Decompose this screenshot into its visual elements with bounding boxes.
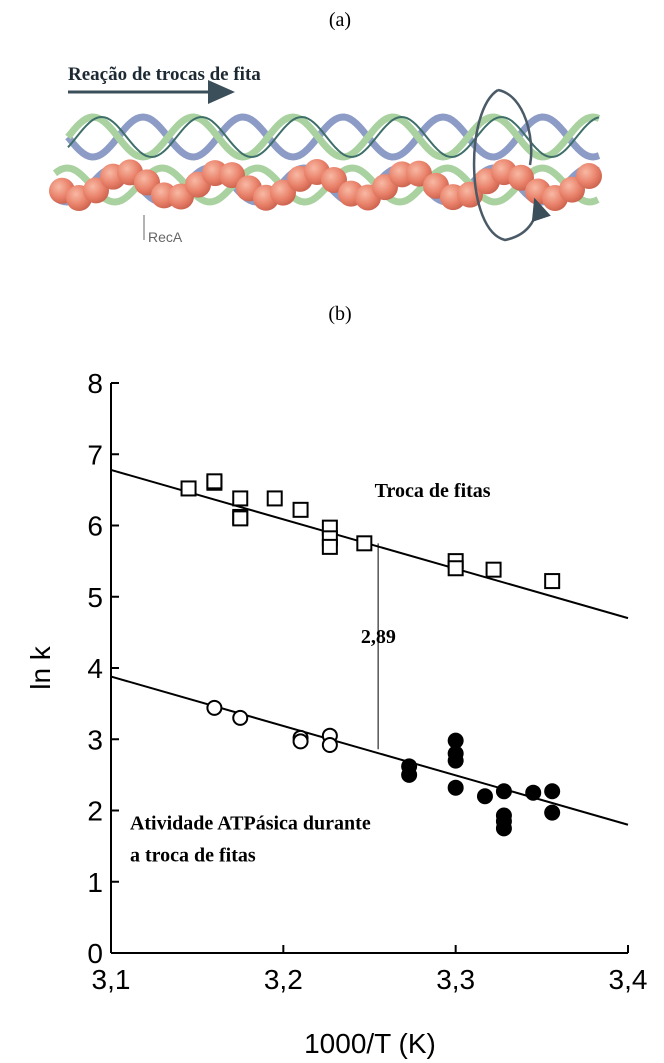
square-point	[447, 560, 464, 577]
circle-point	[495, 783, 512, 800]
dna-illustration	[49, 88, 602, 242]
annotation: 2,89	[361, 626, 396, 648]
circle-point	[447, 779, 464, 796]
x-axis-label: 1000/T (K)	[304, 1028, 436, 1059]
circle-point	[476, 788, 493, 805]
circle-point	[321, 736, 338, 753]
strand	[65, 113, 601, 161]
square-point	[321, 538, 338, 555]
panel-label: (a)	[329, 9, 351, 31]
plot: 0 1 2 3 4 5 6 7 8 3,1 3,2 3,3 3,4 1000/T (K) ln k Troca…	[25, 368, 647, 1059]
circle-point	[544, 804, 561, 821]
square-point	[544, 573, 561, 590]
circle-point	[447, 752, 464, 769]
y-tick-label: 3	[87, 724, 103, 755]
y-tick-label: 0	[87, 938, 103, 969]
square-point	[485, 561, 502, 578]
y-tick-label: 4	[87, 653, 103, 684]
annotation: Atividade ATPásica durante	[130, 813, 371, 835]
circle-point	[206, 699, 223, 716]
circle-point	[495, 820, 512, 837]
circle-point	[401, 766, 418, 783]
x-tick-label: 3,4	[609, 964, 648, 995]
y-tick-label: 8	[87, 368, 103, 399]
rotation-arrow	[497, 88, 533, 166]
panel-label: (b)	[328, 303, 351, 325]
y-tick-label: 1	[87, 867, 103, 898]
y-tick-label: 2	[87, 796, 103, 827]
rotation-arrow	[472, 88, 551, 242]
square-point	[232, 490, 249, 507]
strand	[65, 113, 601, 161]
circle-point	[292, 733, 309, 750]
protein-label: RecA	[148, 229, 183, 245]
arrow-label: Reação de trocas de fita	[68, 64, 261, 85]
square-point	[266, 490, 283, 507]
y-tick-label: 5	[87, 582, 103, 613]
square-point	[232, 510, 249, 527]
annotation: Troca de fitas	[375, 480, 491, 502]
x-tick-label: 3,1	[92, 964, 131, 995]
y-tick-label: 6	[87, 511, 103, 542]
annotation: a troca de fitas	[130, 845, 256, 867]
square-point	[180, 480, 197, 497]
circle-point	[232, 709, 249, 726]
y-tick-label: 7	[87, 439, 103, 470]
square-point	[292, 501, 309, 518]
x-tick-label: 3,2	[264, 964, 303, 995]
circle-point	[544, 783, 561, 800]
square-point	[206, 473, 223, 490]
circle-point	[525, 784, 542, 801]
fit-line	[110, 675, 629, 826]
y-axis-label: ln k	[25, 645, 56, 690]
square-point	[356, 535, 373, 552]
recA-monomer	[576, 163, 602, 190]
strand	[67, 115, 600, 159]
x-tick-label: 3,3	[436, 964, 475, 995]
